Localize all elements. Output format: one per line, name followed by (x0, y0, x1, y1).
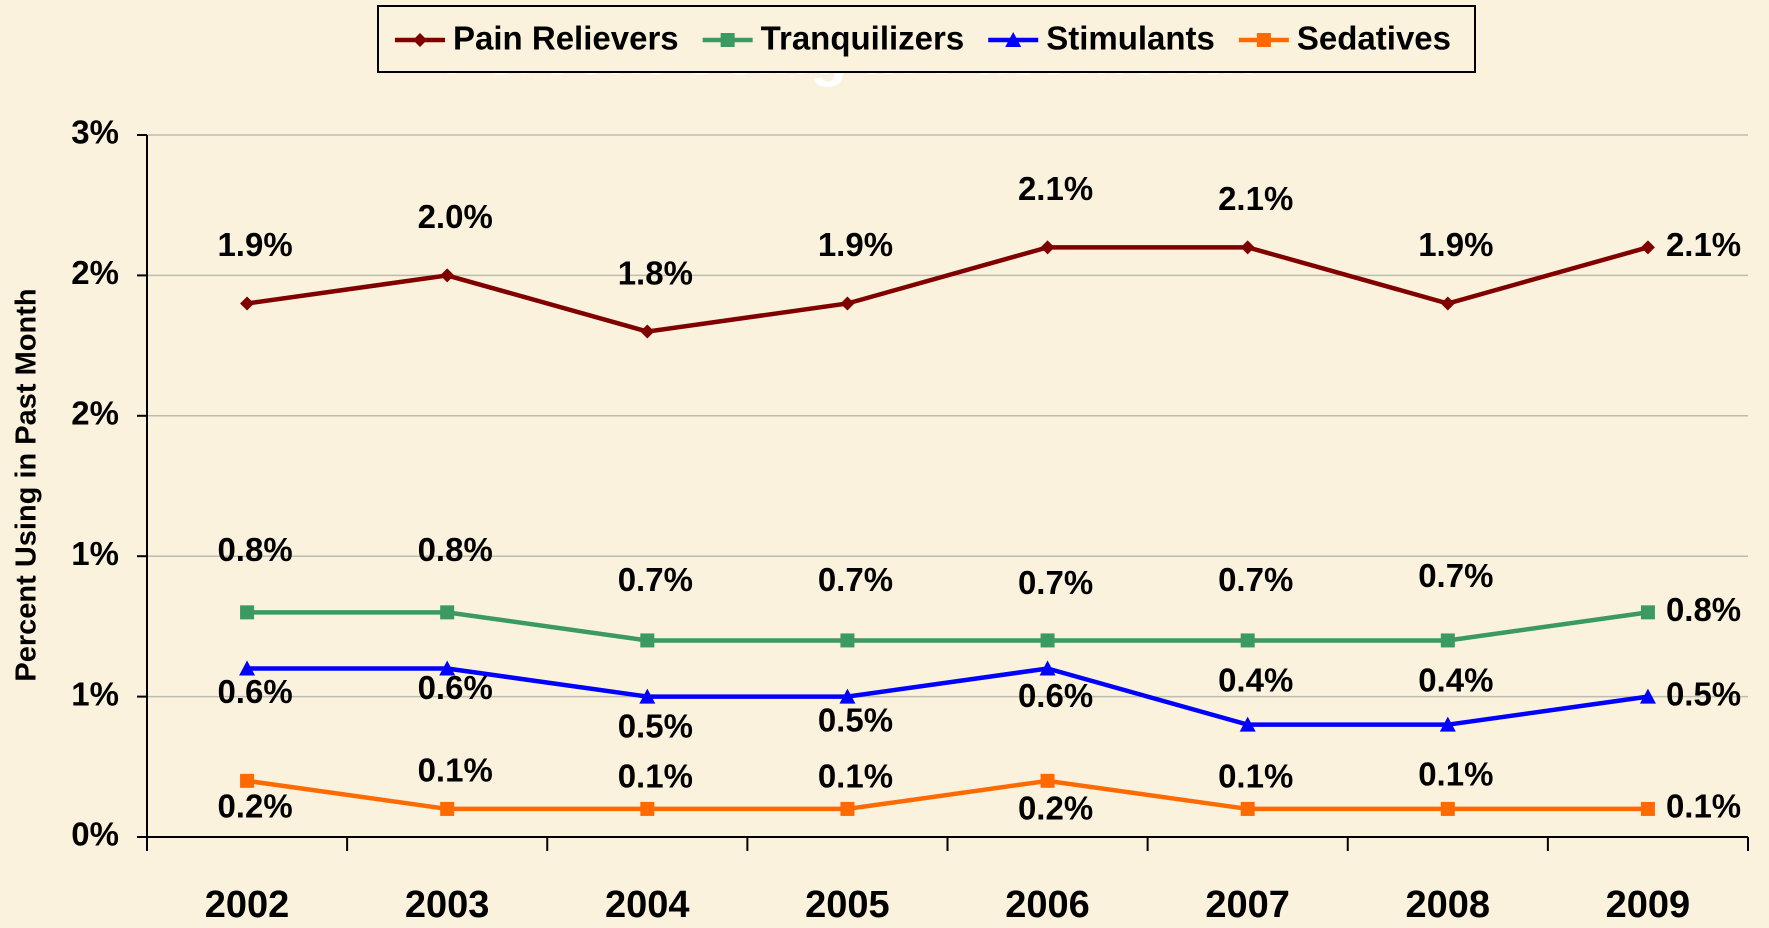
data-label: 0.5% (618, 707, 693, 744)
series: 0.6% 0.6% 0.5% 0.5% 0.6% 0.4% 0.4% 0.5% (217, 660, 1741, 744)
marker (1240, 801, 1255, 816)
marker (840, 296, 855, 311)
x-tick-label: 2008 (1406, 884, 1491, 926)
marker (439, 660, 456, 676)
marker (1005, 32, 1022, 47)
x-tick-label: 2007 (1205, 884, 1290, 926)
marker (239, 660, 256, 676)
data-label: 2.1% (1666, 226, 1741, 263)
marker (1039, 660, 1056, 676)
series: 1.9% 2.0% 1.8% 1.9% 2.1% 2.1% 1.9% 2.1% (217, 170, 1741, 339)
data-label: 0.4% (1218, 661, 1293, 698)
marker (1040, 240, 1055, 255)
y-tick-label: 0% (71, 816, 119, 853)
x-tick-label: 2002 (205, 884, 290, 926)
marker (640, 633, 655, 648)
line (246, 245, 1649, 334)
data-label: 0.5% (1666, 675, 1741, 712)
marker (1640, 801, 1655, 816)
data-label: 1.8% (618, 254, 693, 291)
data-label: 0.2% (1018, 790, 1093, 827)
data-label: 0.5% (818, 701, 893, 738)
data-label: 0.1% (1218, 758, 1293, 795)
marker (639, 688, 656, 704)
data-label: 0.7% (1218, 561, 1293, 598)
marker (1640, 605, 1655, 620)
marker (1239, 716, 1256, 732)
line (247, 666, 1649, 727)
data-label: 0.1% (618, 758, 693, 795)
y-tick-label: 2% (71, 395, 119, 432)
legend-label: Pain Relievers (453, 20, 679, 57)
data-label: 0.2% (217, 788, 292, 825)
marker (440, 605, 455, 620)
data-label: 2.1% (1218, 180, 1293, 217)
marker (1440, 633, 1455, 648)
line (247, 610, 1649, 643)
legend-label: Stimulants (1046, 20, 1215, 57)
series: 0.8% 0.8% 0.7% 0.7% 0.7% 0.7% 0.7% 0.8% (217, 531, 1741, 648)
data-label: 1.9% (818, 226, 893, 263)
marker (1240, 633, 1255, 648)
data-label: 0.7% (1018, 564, 1093, 601)
marker (1040, 633, 1055, 648)
data-label: 0.6% (217, 673, 292, 710)
x-tick-label: 2003 (405, 884, 490, 926)
data-label: 1.9% (1418, 226, 1493, 263)
marker (240, 296, 255, 311)
marker (640, 801, 655, 816)
data-label: 2.1% (1018, 170, 1093, 207)
marker (440, 268, 455, 283)
legend-label: Tranquilizers (761, 20, 965, 57)
marker (1256, 33, 1271, 47)
y-tick-label: 2% (71, 254, 119, 291)
marker (640, 324, 655, 339)
x-tick-label: 2009 (1606, 884, 1691, 926)
marker (240, 605, 255, 620)
data-label: 0.7% (618, 561, 693, 598)
y-tick-label: 1% (71, 675, 119, 712)
x-tick-label: 2005 (805, 884, 890, 926)
data-label: 2.0% (418, 198, 493, 235)
y-axis-label: Percent Using in Past Month (11, 288, 43, 681)
marker (1240, 240, 1255, 255)
marker (440, 801, 455, 816)
marker (1639, 688, 1656, 704)
y-tick-label: 3% (71, 114, 119, 151)
marker (1640, 240, 1655, 255)
y-tick-label: 1% (71, 535, 119, 572)
x-tick-label: 2006 (1005, 884, 1090, 926)
data-label: 0.8% (1666, 591, 1741, 628)
data-label: 0.4% (1418, 661, 1493, 698)
data-label: 0.7% (1418, 557, 1493, 594)
data-label: 0.8% (217, 531, 292, 568)
marker (720, 33, 735, 47)
series: 0.2% 0.1% 0.1% 0.1% 0.2% 0.1% 0.1% 0.1% (217, 752, 1741, 827)
marker (1439, 716, 1456, 732)
line (246, 778, 1648, 812)
marker (1440, 801, 1455, 816)
legend-label: Sedatives (1297, 20, 1451, 57)
data-label: 0.8% (418, 531, 493, 568)
marker (1040, 773, 1055, 788)
data-label: 0.1% (1418, 756, 1493, 793)
marker (840, 633, 855, 648)
x-tick-label: 2004 (605, 884, 690, 926)
data-label: 0.7% (818, 561, 893, 598)
marker (1440, 296, 1455, 311)
marker (839, 688, 856, 704)
marker (240, 773, 255, 788)
marker (413, 33, 427, 47)
marker (840, 801, 855, 816)
data-label: 1.9% (217, 226, 292, 263)
legend: Pain Relievers Tranquilizers Stimulants Sed… (377, 5, 1476, 73)
data-label: 0.1% (1666, 788, 1741, 825)
legend-box (377, 5, 1476, 73)
data-label: 0.6% (1018, 677, 1093, 714)
data-label: 0.1% (818, 758, 893, 795)
data-label: 0.1% (418, 752, 493, 789)
data-label: 0.6% (418, 669, 493, 706)
